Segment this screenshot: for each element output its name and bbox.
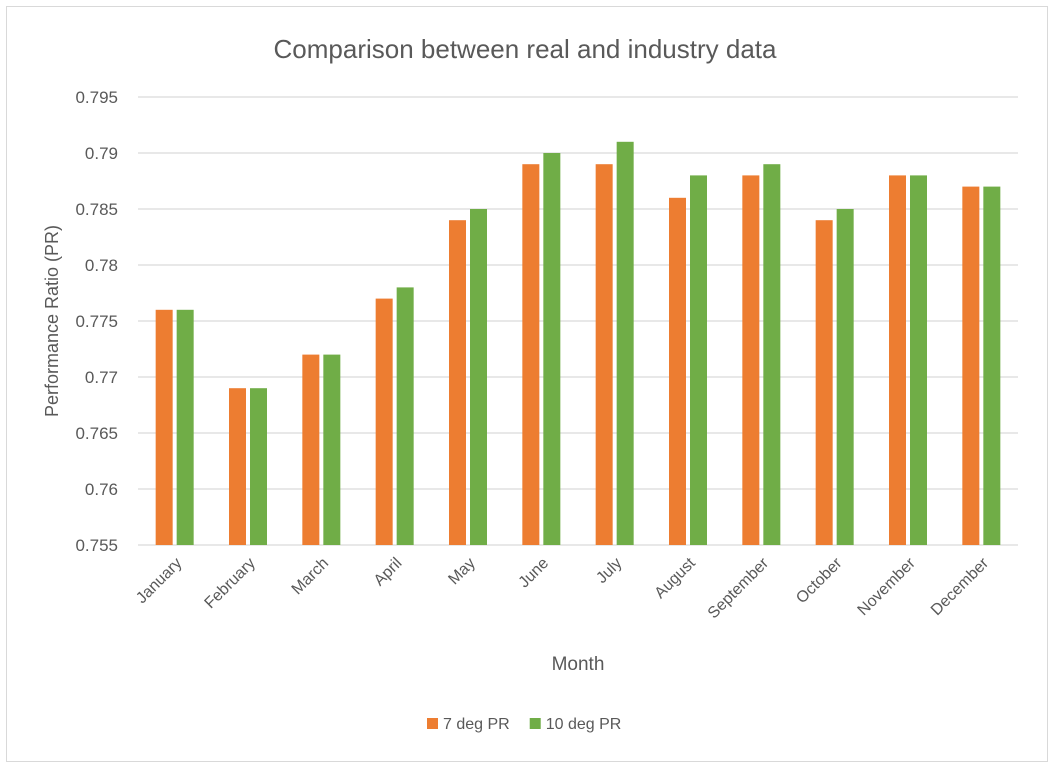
bar-10-deg-pr-may	[470, 209, 487, 545]
bar-10-deg-pr-february	[250, 388, 267, 545]
x-axis-label: Month	[552, 654, 605, 675]
y-tick-label: 0.76	[85, 480, 118, 499]
x-tick-label: July	[593, 555, 625, 587]
y-tick-label: 0.765	[75, 424, 118, 443]
bar-7-deg-pr-november	[889, 175, 906, 545]
x-tick-label: September	[705, 554, 773, 622]
bar-7-deg-pr-july	[595, 164, 613, 545]
y-tick-label: 0.78	[85, 256, 118, 275]
y-tick-label: 0.79	[85, 144, 118, 163]
y-tick-label: 0.755	[75, 536, 118, 555]
legend-label: 7 deg PR	[443, 716, 510, 733]
y-tick-label: 0.775	[75, 312, 118, 331]
bar-7-deg-pr-october	[815, 220, 833, 545]
bar-10-deg-pr-march	[323, 354, 341, 545]
bar-7-deg-pr-may	[449, 220, 466, 545]
bar-10-deg-pr-december	[983, 186, 1001, 545]
bar-10-deg-pr-august	[690, 175, 707, 545]
bar-10-deg-pr-july	[616, 141, 634, 546]
x-tick-label: December	[928, 554, 993, 619]
bar-10-deg-pr-january	[176, 309, 194, 545]
bar-7-deg-pr-december	[962, 186, 980, 545]
bar-7-deg-pr-february	[229, 388, 246, 545]
x-tick-label: April	[371, 555, 406, 590]
bar-7-deg-pr-september	[742, 175, 760, 545]
bar-10-deg-pr-october	[836, 209, 854, 545]
bar-7-deg-pr-april	[375, 298, 393, 545]
y-tick-label: 0.785	[75, 200, 118, 219]
chart-title: Comparison between real and industry dat…	[274, 34, 778, 64]
bar-7-deg-pr-january	[155, 309, 173, 545]
legend-label: 10 deg PR	[546, 716, 622, 733]
x-tick-label: May	[445, 555, 478, 588]
y-axis-label: Performance Ratio (PR)	[42, 225, 62, 417]
legend-swatch	[427, 718, 438, 729]
y-tick-label: 0.795	[75, 88, 118, 107]
bar-10-deg-pr-september	[763, 164, 781, 545]
x-tick-label: March	[289, 555, 332, 598]
x-tick-label: October	[793, 554, 846, 607]
y-tick-label: 0.77	[85, 368, 118, 387]
bar-7-deg-pr-march	[302, 354, 320, 545]
bar-10-deg-pr-november	[910, 175, 927, 545]
bar-7-deg-pr-june	[522, 164, 540, 545]
x-tick-label: June	[516, 555, 553, 592]
bar-10-deg-pr-june	[543, 153, 561, 545]
legend-swatch	[529, 718, 541, 729]
bar-10-deg-pr-april	[396, 287, 414, 545]
x-tick-label: February	[202, 555, 259, 612]
bar-7-deg-pr-august	[669, 197, 686, 546]
x-tick-label: November	[855, 554, 920, 619]
x-tick-label: January	[133, 555, 185, 607]
x-tick-label: August	[652, 554, 700, 602]
